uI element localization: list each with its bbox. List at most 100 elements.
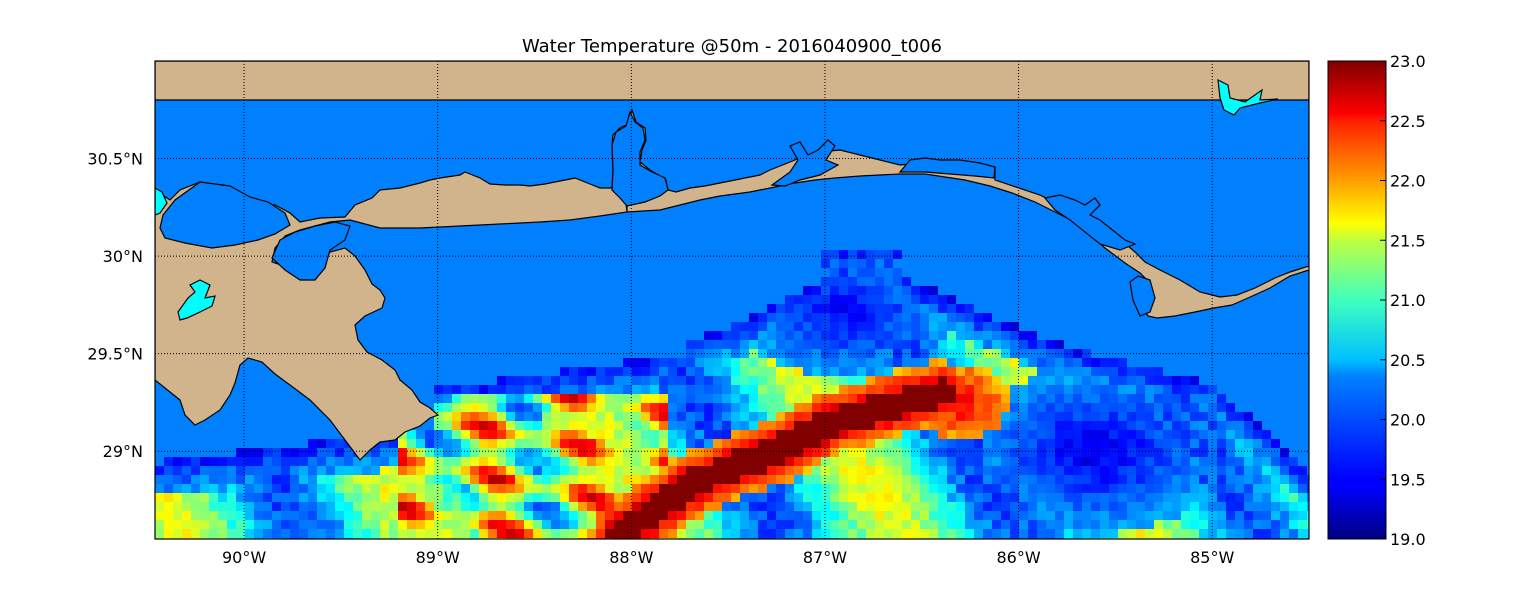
temperature-cell: [1100, 520, 1109, 529]
temperature-cell: [1010, 457, 1019, 466]
temperature-cell: [497, 376, 506, 385]
temperature-cell: [1190, 412, 1199, 421]
temperature-cell: [1154, 376, 1163, 385]
temperature-cell: [1217, 457, 1226, 466]
temperature-cell: [1181, 493, 1190, 502]
temperature-cell: [1046, 340, 1055, 349]
temperature-cell: [857, 250, 866, 259]
temperature-cell: [1181, 376, 1190, 385]
temperature-cell: [659, 403, 668, 412]
temperature-cell: [317, 466, 326, 475]
temperature-cell: [776, 448, 785, 457]
temperature-cell: [470, 520, 479, 529]
temperature-cell: [956, 331, 965, 340]
temperature-cell: [839, 484, 848, 493]
temperature-cell: [623, 385, 632, 394]
temperature-cell: [524, 439, 533, 448]
temperature-cell: [956, 529, 965, 538]
temperature-cell: [1172, 385, 1181, 394]
temperature-cell: [794, 412, 803, 421]
temperature-cell: [434, 448, 443, 457]
temperature-cell: [1082, 385, 1091, 394]
temperature-cell: [434, 475, 443, 484]
temperature-cell: [884, 259, 893, 268]
temperature-cell: [956, 484, 965, 493]
temperature-cell: [938, 385, 947, 394]
temperature-cell: [947, 358, 956, 367]
temperature-cell: [929, 430, 938, 439]
temperature-cell: [668, 448, 677, 457]
temperature-cell: [1136, 511, 1145, 520]
temperature-cell: [812, 511, 821, 520]
temperature-cell: [182, 529, 191, 538]
temperature-cell: [1127, 529, 1136, 538]
temperature-cell: [929, 439, 938, 448]
temperature-cell: [911, 529, 920, 538]
temperature-cell: [452, 484, 461, 493]
temperature-cell: [1235, 430, 1244, 439]
temperature-cell: [506, 385, 515, 394]
temperature-cell: [857, 421, 866, 430]
temperature-cell: [767, 403, 776, 412]
temperature-cell: [389, 520, 398, 529]
temperature-cell: [695, 439, 704, 448]
temperature-cell: [740, 394, 749, 403]
temperature-cell: [488, 475, 497, 484]
temperature-cell: [425, 466, 434, 475]
temperature-cell: [794, 439, 803, 448]
temperature-cell: [902, 376, 911, 385]
temperature-cell: [1172, 439, 1181, 448]
temperature-cell: [317, 457, 326, 466]
temperature-cell: [1172, 448, 1181, 457]
temperature-cell: [461, 502, 470, 511]
temperature-cell: [236, 475, 245, 484]
temperature-cell: [1145, 403, 1154, 412]
temperature-cell: [947, 511, 956, 520]
temperature-cell: [1082, 457, 1091, 466]
temperature-cell: [1118, 412, 1127, 421]
temperature-cell: [794, 457, 803, 466]
temperature-cell: [920, 520, 929, 529]
temperature-cell: [1163, 376, 1172, 385]
temperature-cell: [911, 304, 920, 313]
temperature-cell: [686, 394, 695, 403]
temperature-cell: [650, 412, 659, 421]
temperature-cell: [542, 511, 551, 520]
temperature-cell: [326, 466, 335, 475]
temperature-cell: [200, 466, 209, 475]
temperature-cell: [929, 394, 938, 403]
temperature-cell: [254, 520, 263, 529]
temperature-cell: [758, 484, 767, 493]
temperature-cell: [443, 529, 452, 538]
temperature-cell: [317, 529, 326, 538]
temperature-cell: [965, 439, 974, 448]
temperature-cell: [731, 322, 740, 331]
temperature-cell: [857, 349, 866, 358]
temperature-cell: [776, 502, 785, 511]
temperature-cell: [479, 511, 488, 520]
temperature-cell: [965, 511, 974, 520]
temperature-cell: [605, 529, 614, 538]
temperature-cell: [1235, 475, 1244, 484]
temperature-cell: [713, 457, 722, 466]
temperature-cell: [1073, 511, 1082, 520]
temperature-cell: [893, 448, 902, 457]
temperature-cell: [461, 457, 470, 466]
temperature-cell: [1253, 475, 1262, 484]
temperature-cell: [218, 457, 227, 466]
temperature-cell: [884, 430, 893, 439]
temperature-cell: [1235, 511, 1244, 520]
y-tick-label: 30°N: [103, 247, 143, 266]
temperature-cell: [884, 448, 893, 457]
temperature-cell: [677, 520, 686, 529]
temperature-cell: [866, 331, 875, 340]
temperature-cell: [803, 412, 812, 421]
temperature-cell: [1109, 475, 1118, 484]
temperature-cell: [875, 403, 884, 412]
temperature-cell: [929, 511, 938, 520]
temperature-cell: [209, 511, 218, 520]
temperature-cell: [1082, 394, 1091, 403]
temperature-cell: [524, 457, 533, 466]
temperature-cell: [902, 484, 911, 493]
temperature-cell: [317, 520, 326, 529]
